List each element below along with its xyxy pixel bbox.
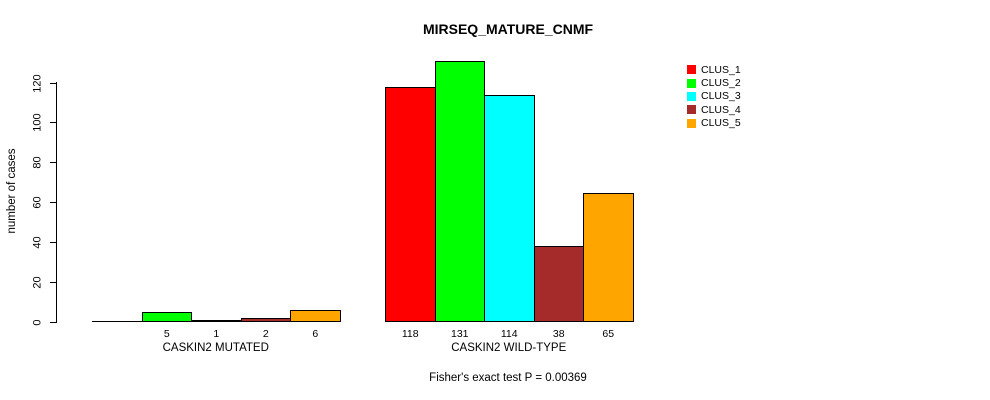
- bar-value-label: 6: [312, 328, 319, 340]
- bar: [92, 321, 143, 322]
- y-tick: [50, 202, 57, 203]
- y-tick-label: 0: [31, 318, 44, 326]
- y-tick-label: 60: [31, 196, 44, 209]
- bar: [484, 94, 535, 322]
- bar: [191, 320, 242, 322]
- y-tick-label: 120: [31, 73, 44, 93]
- y-tick: [50, 241, 57, 243]
- legend-swatch: [687, 78, 696, 88]
- group-label: CASKIN2 MUTATED: [162, 342, 269, 354]
- y-tick-label: 40: [31, 236, 44, 249]
- y-tick: [50, 82, 57, 84]
- bar: [240, 318, 291, 322]
- legend-item: CLUS_3: [687, 90, 741, 103]
- y-tick: [50, 122, 57, 124]
- legend-label: CLUS_4: [701, 103, 741, 116]
- y-tick: [50, 281, 57, 283]
- bar-value-label: 65: [602, 328, 615, 340]
- bar-value-label: 118: [401, 328, 419, 340]
- chart-title: MIRSEQ_MATURE_CNMF: [422, 21, 594, 37]
- bar: [583, 192, 634, 322]
- legend: CLUS_1 CLUS_2 CLUS_3 CLUS_4 CLUS_5: [687, 63, 741, 130]
- y-tick-label: 80: [31, 156, 44, 169]
- legend-item: CLUS_5: [687, 117, 741, 130]
- y-tick-label: 20: [31, 276, 44, 289]
- legend-item: CLUS_2: [687, 76, 741, 89]
- legend-swatch: [687, 65, 696, 75]
- legend-label: CLUS_3: [701, 90, 741, 103]
- legend-swatch: [687, 91, 696, 101]
- legend-item: CLUS_4: [687, 103, 741, 116]
- y-tick: [50, 162, 57, 164]
- y-tick-label: 100: [31, 113, 44, 133]
- bar-value-label: 131: [450, 328, 469, 340]
- y-tick: [50, 321, 57, 323]
- bar: [385, 86, 436, 322]
- bar-value-label: 114: [500, 328, 518, 340]
- legend-label: CLUS_1: [701, 63, 741, 76]
- bar: [141, 312, 192, 322]
- bar: [533, 246, 584, 322]
- bar-value-label: 2: [262, 328, 269, 340]
- bar-value-label: 5: [163, 328, 170, 340]
- legend-label: CLUS_2: [701, 77, 741, 90]
- bar: [290, 310, 341, 322]
- group-label: CASKIN2 WILD-TYPE: [451, 342, 567, 354]
- bar-value-label: 1: [213, 328, 220, 340]
- stats-annotation: Fisher's exact test P = 0.00369: [429, 372, 587, 384]
- bar-value-label: 38: [552, 328, 565, 340]
- legend-label: CLUS_5: [701, 117, 741, 130]
- legend-item: CLUS_1: [687, 63, 741, 76]
- legend-swatch: [687, 105, 696, 115]
- bar: [434, 61, 485, 322]
- legend-swatch: [687, 118, 696, 128]
